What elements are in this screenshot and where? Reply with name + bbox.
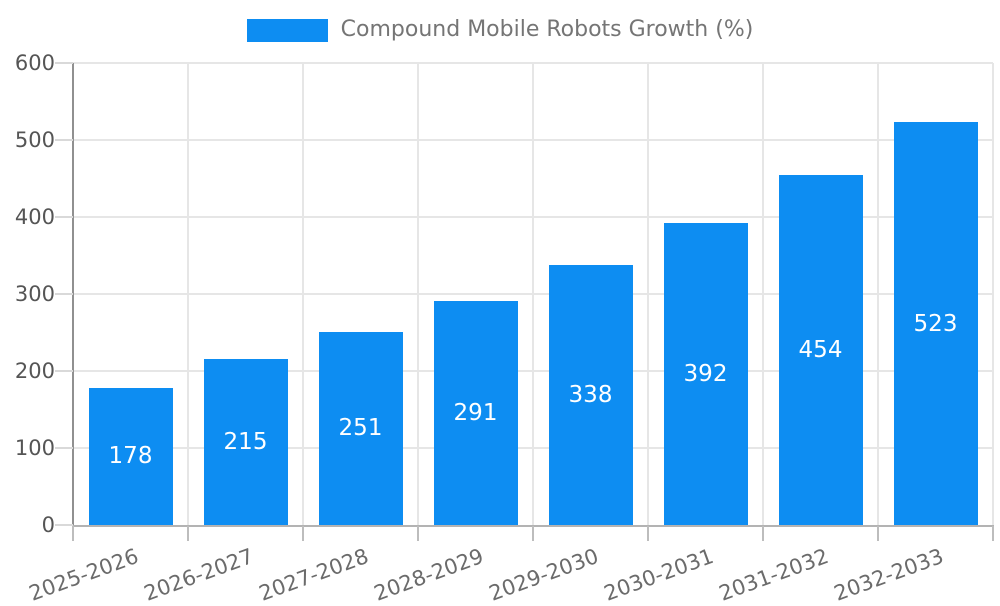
y-axis-line <box>72 63 74 527</box>
x-tick-mark <box>762 526 764 541</box>
y-axis-label: 500 <box>14 128 55 152</box>
x-axis-label: 2029-2030 <box>485 544 602 606</box>
x-axis-label: 2032-2033 <box>830 544 947 606</box>
y-tick-mark <box>55 293 73 295</box>
bar: 251 <box>318 331 403 525</box>
x-axis-label: 2027-2028 <box>255 544 372 606</box>
y-tick-mark <box>55 62 73 64</box>
bar-value-label: 215 <box>223 429 268 456</box>
v-gridline <box>992 63 994 525</box>
x-axis-label: 2026-2027 <box>140 544 257 606</box>
bar-value-label: 454 <box>798 337 843 364</box>
x-axis-label: 2025-2026 <box>25 544 142 606</box>
bar-value-label: 523 <box>913 310 958 337</box>
x-tick-mark <box>877 526 879 541</box>
bar: 338 <box>548 264 633 525</box>
x-tick-mark <box>647 526 649 541</box>
bar-value-label: 338 <box>568 381 613 408</box>
y-axis-label: 200 <box>14 359 55 383</box>
x-tick-mark <box>992 526 994 541</box>
y-axis-label: 300 <box>14 282 55 306</box>
y-axis-label: 400 <box>14 205 55 229</box>
bar: 215 <box>203 359 288 525</box>
x-tick-mark <box>532 526 534 541</box>
bar-value-label: 291 <box>453 399 498 426</box>
y-tick-mark <box>55 524 73 526</box>
v-gridline <box>762 63 764 525</box>
plot-area: 178 215 251 291 338 392 454 523 <box>73 62 994 525</box>
y-axis-label: 0 <box>41 513 55 537</box>
bar-value-label: 178 <box>108 443 153 470</box>
bar: 392 <box>663 223 748 525</box>
v-gridline <box>187 63 189 525</box>
y-axis-label: 600 <box>14 51 55 75</box>
y-tick-mark <box>55 216 73 218</box>
x-axis-label: 2028-2029 <box>370 544 487 606</box>
y-tick-mark <box>55 139 73 141</box>
x-tick-mark <box>417 526 419 541</box>
v-gridline <box>647 63 649 525</box>
v-gridline <box>532 63 534 525</box>
y-tick-mark <box>55 447 73 449</box>
x-axis-label: 2031-2032 <box>715 544 832 606</box>
legend[interactable]: Compound Mobile Robots Growth (%) <box>0 17 1000 43</box>
bar-value-label: 251 <box>338 415 383 442</box>
bar: 454 <box>778 175 863 525</box>
x-tick-mark <box>72 526 74 541</box>
v-gridline <box>302 63 304 525</box>
bar: 523 <box>893 122 978 525</box>
bar: 178 <box>88 387 173 525</box>
y-axis-label: 100 <box>14 436 55 460</box>
bar: 291 <box>433 300 518 525</box>
x-tick-mark <box>302 526 304 541</box>
bar-value-label: 392 <box>683 361 728 388</box>
v-gridline <box>877 63 879 525</box>
x-tick-mark <box>187 526 189 541</box>
y-tick-mark <box>55 370 73 372</box>
x-axis-label: 2030-2031 <box>600 544 717 606</box>
legend-label: Compound Mobile Robots Growth (%) <box>340 17 754 42</box>
legend-swatch <box>246 18 328 42</box>
v-gridline <box>417 63 419 525</box>
